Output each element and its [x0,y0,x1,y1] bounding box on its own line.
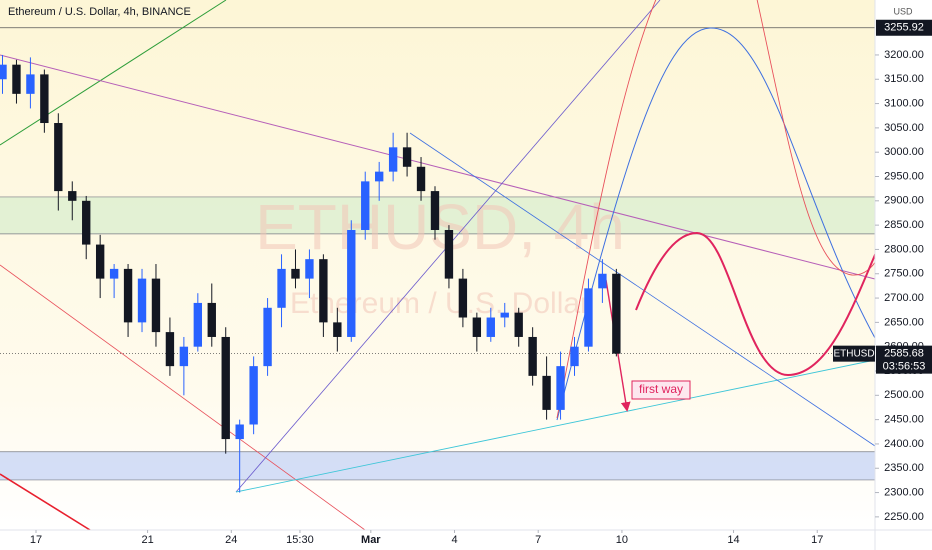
candle-body [542,375,551,410]
candle-body [123,268,133,323]
candle-body [319,259,328,323]
y-tick-label: 3200.00 [884,49,924,61]
zone [0,451,875,480]
candle-body [68,191,77,201]
currency: USD [893,6,913,16]
candle-body [305,259,314,279]
candle-body [361,181,370,230]
trend-line [0,0,227,146]
candle-body [570,346,579,367]
trend-line [235,359,876,493]
x-tick-label: 14 [727,534,739,546]
level-tag-label: 3255.92 [884,22,924,34]
y-tick-label: 2500.00 [884,389,924,401]
y-tick-label: 2400.00 [884,438,924,450]
y-tick-label: 2700.00 [884,292,924,304]
symbol-tag-label: ETHUSD [833,348,874,359]
x-tick-label: 10 [616,534,628,546]
y-tick-label: 3150.00 [884,73,924,85]
y-tick-label: 2950.00 [884,170,924,182]
candle-body [375,171,384,182]
annotation-box [631,380,691,400]
candle-body [54,123,63,192]
y-tick-label: 3050.00 [884,122,924,134]
candle-body [26,74,35,94]
candle-body [584,288,593,347]
candle-body [528,336,537,376]
trend-line [0,473,91,531]
watermark: Ethereum / U.S. Dollar [290,287,590,320]
candle-body [458,278,468,318]
candle-body [207,302,216,337]
y-tick-label: 2650.00 [884,316,924,328]
candle-body [347,229,356,337]
y-tick-label: 2350.00 [884,462,924,474]
projection-curve [635,231,879,377]
x-tick-label: 17 [30,534,42,546]
y-tick-label: 3000.00 [884,146,924,158]
candle-body [179,346,189,367]
x-tick-label: 24 [225,534,237,546]
candle-body [291,268,300,279]
trend-line [409,132,876,447]
candle-body [263,307,272,367]
candle-body [165,332,175,367]
x-tick-label: 17 [811,534,823,546]
plot-background [0,0,875,530]
candle-body [235,424,244,440]
y-tick-label: 2450.00 [884,414,924,426]
y-tick-label: 2250.00 [884,511,924,523]
price-tag-label: 2585.68 [884,348,924,360]
x-tick-label: Mar [361,534,381,546]
price-axis [875,0,932,550]
watermark: ETHUSD, 4h [255,191,625,263]
candle-body [500,312,509,318]
candle-body [95,244,105,279]
level-tag [876,19,932,36]
candle-body [416,166,426,192]
candle-body [514,312,523,337]
candle-body [444,229,454,279]
time-axis [0,530,875,550]
candle-body [486,317,495,337]
y-tick-label: 2300.00 [884,486,924,498]
candle-body [472,317,482,337]
annotation: first way [639,382,683,396]
candle-body [82,200,91,245]
candle-body [40,74,49,124]
candle-body [193,302,203,347]
candle-body [221,336,230,440]
candle-body [430,191,440,230]
price-tag [876,345,932,374]
candle-body [402,147,412,167]
symbol-tag [833,345,875,362]
candle-body [151,278,161,333]
candle-body [109,268,119,279]
candle-body [388,147,398,172]
y-tick-label: 2900.00 [884,195,924,207]
candle-body [598,273,607,289]
x-tick-label: 21 [141,534,153,546]
y-tick-label: 2800.00 [884,243,924,255]
countdown: 03:56:53 [883,361,926,373]
candle-body [277,268,286,308]
candle-body [137,278,147,323]
y-tick-label: 2750.00 [884,268,924,280]
chart-title: Ethereum / U.S. Dollar, 4h, BINANCE [8,6,191,18]
x-tick-label: 4 [451,534,457,546]
candle-body [612,273,621,354]
y-tick-label: 3100.00 [884,97,924,109]
projection-curve [556,27,876,421]
x-tick-label: 15:30 [286,534,314,546]
x-tick-label: 7 [535,534,541,546]
candle-body [249,366,258,425]
candle-body [556,366,565,410]
trend-line [0,54,876,280]
candle-body [333,322,342,337]
candle-body [0,64,7,80]
trend-line [0,264,366,531]
y-tick-label: 2850.00 [884,219,924,231]
candle-body [12,64,21,94]
